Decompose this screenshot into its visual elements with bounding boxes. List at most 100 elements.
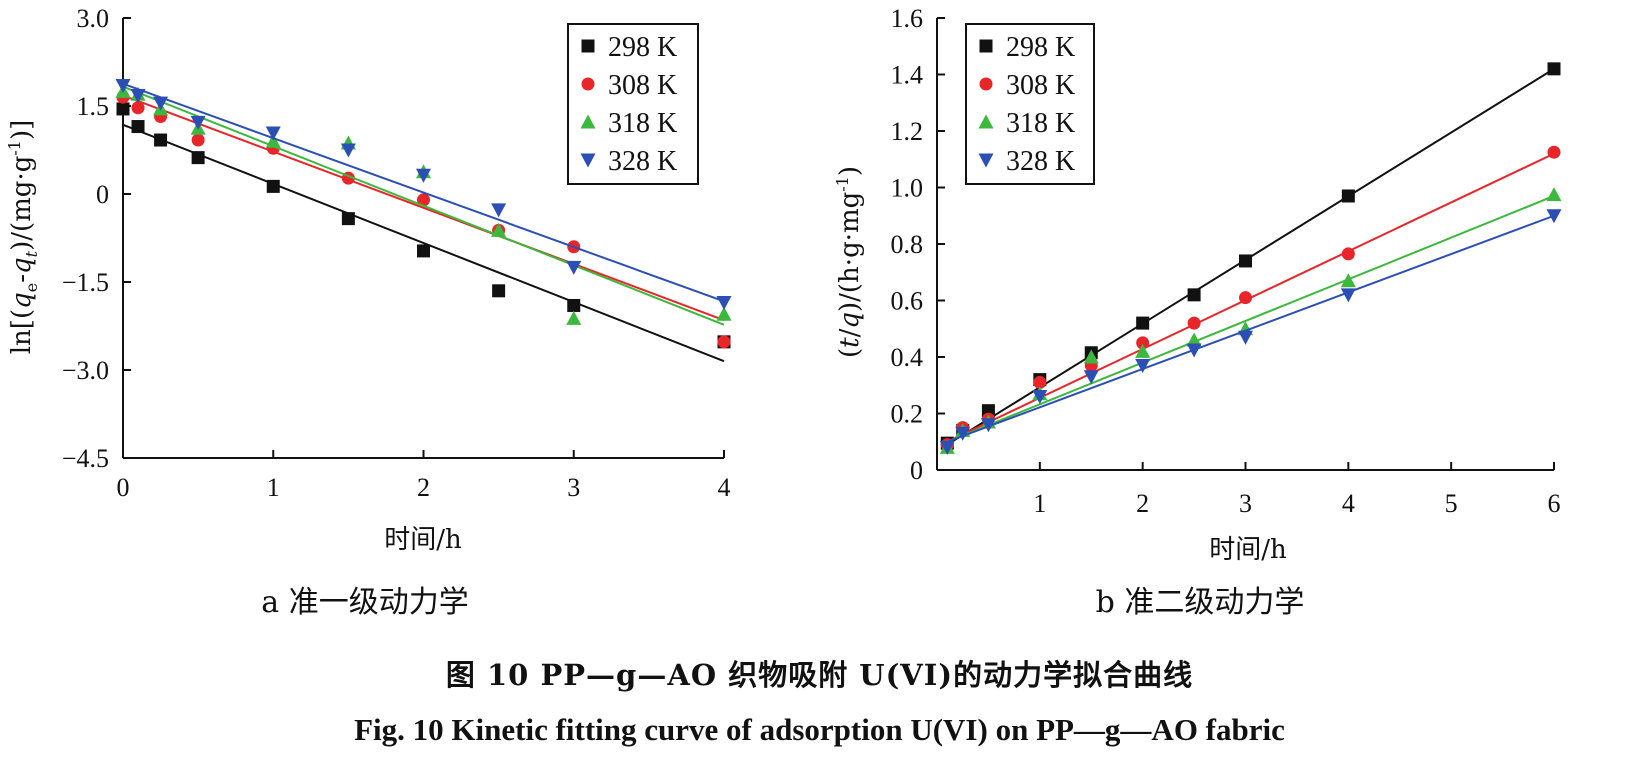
y-ticks-b: 0 0.2 0.4 0.6 0.8 1.0 1.2 1.4 1.6 <box>891 4 945 485</box>
x-tick-label: 2 <box>417 473 430 502</box>
y-tick-label: 1.0 <box>891 174 924 203</box>
legend-marker <box>978 153 994 168</box>
data-point-318k <box>1135 343 1151 358</box>
chart-panel-a: 0 1 2 3 4 3.0 1.5 0 −1.5 −3.0 −4.5 时间/h ln[(qe-qt… <box>5 4 732 620</box>
data-point-328k <box>716 296 732 311</box>
legend-label: 318 K <box>1006 108 1075 139</box>
data-point-308k <box>1239 291 1252 305</box>
legend-marker <box>979 77 993 91</box>
data-point-298k <box>1136 316 1150 330</box>
legend-marker <box>581 77 595 91</box>
data-point-328k <box>1083 370 1099 385</box>
y-tick-label: 0.6 <box>891 287 924 316</box>
data-point-308k <box>1341 247 1355 261</box>
legend-marker <box>979 39 993 53</box>
data-point-328k <box>130 88 146 103</box>
legend-label: 298 K <box>608 32 677 63</box>
y-tick-label: 0 <box>910 456 923 485</box>
data-point-308k <box>1136 336 1150 350</box>
data-point-328k <box>980 418 996 433</box>
data-point-308k <box>717 335 731 349</box>
data-point-318k <box>1083 349 1099 364</box>
chart-panel-b: 1 2 3 4 5 6 0 0.2 0.4 0.6 0.8 1.0 1.2 1.4 1.6 时间/h (t… <box>833 4 1562 620</box>
data-point-298k <box>417 244 430 258</box>
data-point-318k <box>716 306 732 321</box>
data-point-328k <box>1340 288 1356 303</box>
data-point-298k <box>492 284 506 298</box>
x-tick-label: 2 <box>1136 489 1149 518</box>
x-tick-label: 1 <box>1033 489 1046 518</box>
data-point-328k <box>566 260 582 275</box>
data-point-328k <box>939 440 955 455</box>
legend-label: 328 K <box>608 146 677 177</box>
y-tick-label: 0.2 <box>891 400 924 429</box>
data-point-328k <box>115 78 131 93</box>
fit-line-308k <box>122 94 725 322</box>
legend-label: 308 K <box>1006 70 1075 101</box>
fit-line-318k <box>946 195 1555 443</box>
y-tick-label: 1.6 <box>891 4 924 33</box>
figure-caption-en: Fig. 10 Kinetic fitting curve of adsorpt… <box>354 712 1285 747</box>
x-tick-label: 1 <box>267 473 280 502</box>
data-point-328k <box>265 126 281 141</box>
fit-line-328k <box>122 82 725 303</box>
data-point-328k <box>190 115 206 130</box>
x-tick-label: 3 <box>567 473 580 502</box>
y-tick-label: 1.2 <box>891 117 924 146</box>
data-point-318k <box>265 133 281 148</box>
data-point-328k <box>1135 358 1151 373</box>
data-point-318k <box>1340 273 1356 288</box>
y-tick-label: 1.4 <box>891 61 924 90</box>
data-point-298k <box>191 151 205 165</box>
data-point-298k <box>567 298 581 312</box>
data-point-328k <box>1186 343 1202 358</box>
legend-b: 298 K 308 K 318 K 328 K <box>965 23 1095 185</box>
x-tick-label: 5 <box>1445 489 1458 518</box>
legend-label: 318 K <box>608 108 677 139</box>
x-axis-label-b: 时间/h <box>1209 535 1287 565</box>
data-point-328k <box>1032 390 1048 405</box>
data-point-308k <box>131 101 145 115</box>
y-tick-label: 0 <box>96 180 109 209</box>
legend-label: 328 K <box>1006 146 1075 177</box>
data-point-308k <box>1547 145 1561 159</box>
data-point-328k <box>955 426 971 441</box>
data-point-328k <box>416 168 431 183</box>
data-point-328k <box>1238 330 1253 345</box>
y-tick-label: 0.8 <box>891 230 924 259</box>
fit-line-328k <box>946 214 1555 443</box>
data-point-298k <box>266 179 280 193</box>
legend-label: 308 K <box>608 70 677 101</box>
y-ticks-a: 3.0 1.5 0 −1.5 −3.0 −4.5 <box>62 4 131 473</box>
fit-line-318k <box>122 85 725 326</box>
data-point-298k <box>131 120 145 134</box>
y-tick-label: 1.5 <box>77 92 110 121</box>
data-point-298k <box>154 133 168 147</box>
x-ticks-a: 0 1 2 3 4 <box>117 450 731 502</box>
data-point-318k <box>491 222 507 237</box>
data-point-308k <box>191 133 205 147</box>
y-tick-label: 3.0 <box>77 4 110 33</box>
data-point-318k <box>1546 187 1562 202</box>
legend-marker <box>978 114 994 129</box>
legend-marker <box>580 114 596 129</box>
data-point-308k <box>1187 316 1201 330</box>
data-point-308k <box>1033 375 1047 389</box>
x-tick-label: 0 <box>117 473 130 502</box>
figure-canvas: 0 1 2 3 4 3.0 1.5 0 −1.5 −3.0 −4.5 时间/h ln[(qe-qt… <box>5 4 1562 620</box>
data-point-318k <box>1186 332 1202 347</box>
x-ticks-b: 1 2 3 4 5 6 <box>1033 462 1561 518</box>
y-tick-label: −1.5 <box>62 268 109 297</box>
figure-caption-cn: 图 10 PP—g—AO 织物吸附 U(VI)的动力学拟合曲线 <box>445 658 1194 692</box>
y-axis-label-b: (t/q)/(h·g·mg-1) <box>833 166 865 358</box>
data-point-298k <box>1239 254 1252 268</box>
x-tick-label: 4 <box>718 473 731 502</box>
data-point-298k <box>1187 288 1201 302</box>
data-marks-a <box>115 78 732 363</box>
y-tick-label: −4.5 <box>62 444 109 473</box>
data-point-328k <box>340 143 356 158</box>
data-point-328k <box>153 96 169 111</box>
data-point-328k <box>491 203 507 218</box>
legend-marker <box>580 153 596 168</box>
y-tick-label: −3.0 <box>62 356 109 385</box>
